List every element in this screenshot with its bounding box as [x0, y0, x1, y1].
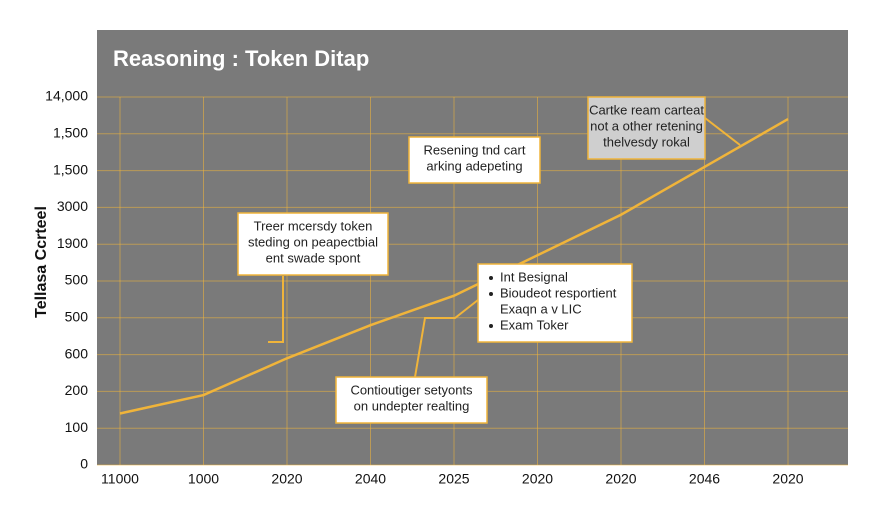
x-tick-label: 2040	[355, 471, 386, 487]
connector	[704, 117, 741, 146]
y-tick-label: 200	[65, 382, 89, 398]
annotation-text: Int Besignal	[500, 269, 568, 284]
annotation-box	[408, 136, 541, 184]
bullet	[489, 324, 493, 328]
x-tick-label: 2020	[772, 471, 803, 487]
y-tick-label: 500	[65, 309, 89, 325]
x-tick-label: 2046	[689, 471, 720, 487]
annotation-text: arking adepeting	[426, 158, 522, 173]
x-tick-label: 2020	[522, 471, 553, 487]
annotation-text: ent swade spont	[266, 250, 361, 265]
connector	[268, 276, 284, 343]
series	[119, 117, 789, 415]
y-tick-label: 1,500	[53, 125, 88, 141]
bullet	[489, 276, 493, 280]
x-tick-label: 2025	[438, 471, 469, 487]
y-tick-label: 1,500	[53, 161, 88, 177]
x-tick-label: 2020	[271, 471, 302, 487]
bullet	[489, 292, 493, 296]
annotation-text: on undepter realting	[354, 398, 470, 413]
annotation-text: Contioutiger setyonts	[350, 382, 473, 397]
y-axis-label: Tellasa Ccrteel	[33, 206, 50, 318]
y-tick-label: 3000	[57, 198, 88, 214]
annotation-box	[477, 263, 633, 343]
y-tick-label: 100	[65, 419, 89, 435]
y-tick-label: 14,000	[45, 88, 88, 104]
annotation-text: Exaqn a v LIC	[500, 301, 582, 316]
y-tick-label: 600	[65, 345, 89, 361]
annotation-box	[335, 376, 488, 424]
x-tick-label: 11000	[101, 471, 139, 487]
annotation-text: Exam Toker	[500, 317, 569, 332]
y-tick-label: 500	[65, 272, 89, 288]
annotation-box	[587, 96, 706, 160]
y-tick-label: 0	[80, 456, 88, 472]
annotation-text: thelvesdy rokal	[603, 134, 690, 149]
annotation-text: steding on peapectbial	[248, 234, 378, 249]
connectors	[268, 117, 741, 378]
y-tick-label: 1900	[57, 235, 88, 251]
x-tick-label: 2020	[605, 471, 636, 487]
series-line	[119, 117, 789, 415]
annotation-text: Resening tnd cart	[424, 142, 526, 157]
annotation-text: not a other retening	[590, 118, 703, 133]
annotation-text: Cartke ream carteat	[589, 102, 704, 117]
x-tick-label: 1000	[188, 471, 219, 487]
annotation-text: Treer mcersdy token	[254, 218, 373, 233]
chart-title: Reasoning : Token Ditap	[113, 46, 369, 71]
grid	[97, 96, 848, 466]
annotation-box	[237, 212, 389, 276]
connector	[414, 299, 479, 378]
annotation-text: Bioudeot resportient	[500, 285, 617, 300]
